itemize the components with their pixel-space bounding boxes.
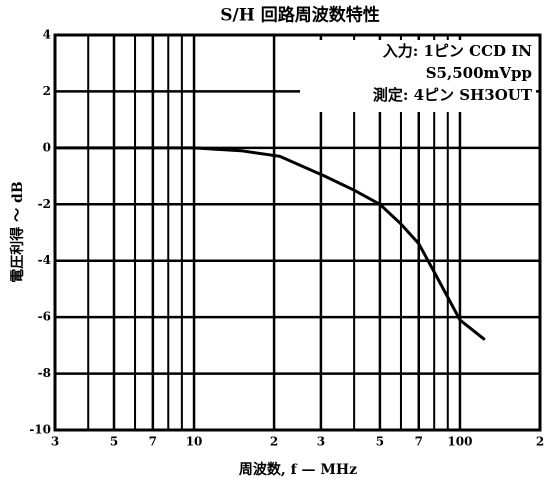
y-tick-label: -6	[38, 310, 51, 324]
annotation: 入力: 1ピン CCD IN	[383, 42, 533, 60]
annotation: 測定: 4ピン SH3OUT	[373, 86, 533, 104]
x-tick-label: 7	[415, 435, 423, 449]
x-tick-label: 7	[149, 435, 157, 449]
y-tick-label: 2	[43, 84, 51, 98]
x-tick-label: 3	[51, 435, 59, 449]
x-tick-label: 3	[317, 435, 325, 449]
x-tick-label: 2	[270, 435, 278, 449]
y-tick-label: -8	[38, 366, 51, 380]
plot-frame	[53, 33, 542, 432]
y-tick-label: -10	[29, 423, 51, 437]
x-tick-label: 10	[186, 435, 203, 449]
x-tick-label: 5	[376, 435, 384, 449]
x-tick-label: 5	[110, 435, 118, 449]
y-axis-label: 電圧利得 ～ dB	[9, 181, 26, 283]
x-axis-label: 周波数, f — MHz	[239, 461, 357, 478]
annotation: S5,500mVpp	[426, 64, 532, 82]
x-tick-label: 100	[447, 435, 472, 449]
y-tick-label: -4	[38, 253, 51, 267]
y-tick-label: -2	[38, 197, 51, 211]
annotation-box	[300, 40, 536, 112]
y-tick-label: 4	[43, 28, 51, 42]
line	[55, 146, 486, 341]
chart-title: S/H 回路周波数特性	[220, 5, 379, 26]
y-tick-label: 0	[43, 140, 51, 154]
x-tick-label: 2	[536, 435, 544, 449]
